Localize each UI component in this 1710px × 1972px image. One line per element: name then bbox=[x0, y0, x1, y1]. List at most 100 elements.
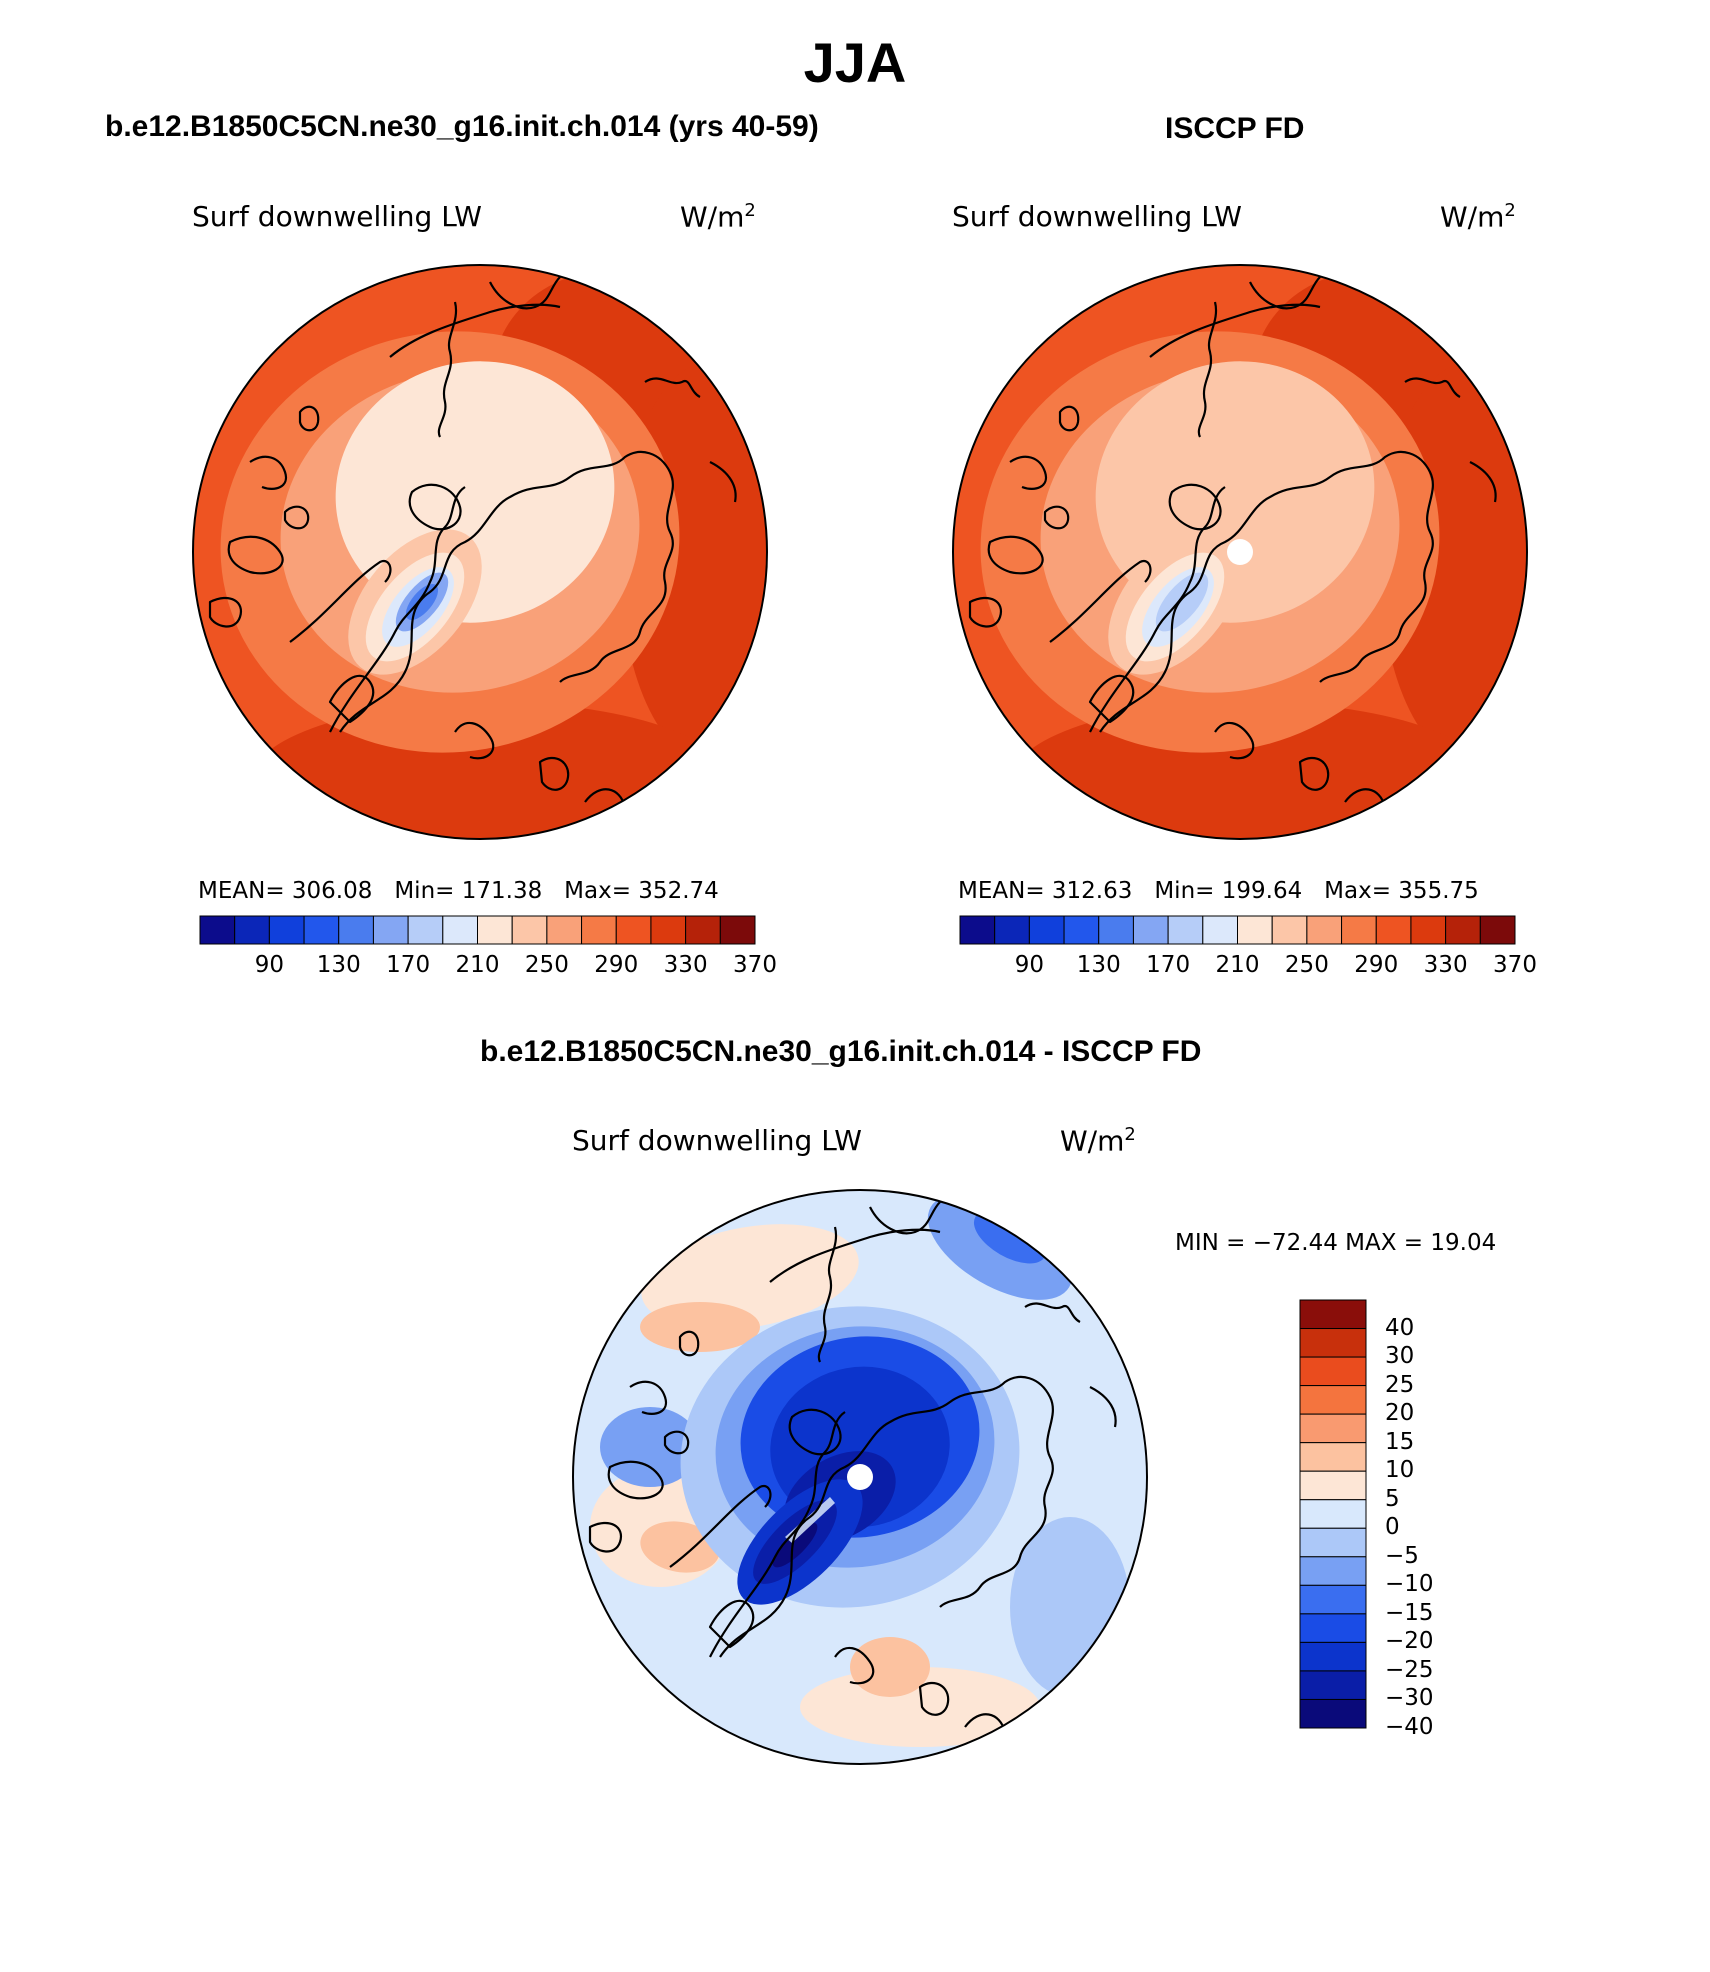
coastline bbox=[678, 1330, 700, 1357]
colorbar-tick-label: −30 bbox=[1385, 1685, 1434, 1712]
colorbar-swatch bbox=[234, 915, 270, 945]
colorbar-swatch bbox=[407, 915, 444, 945]
map-boundary bbox=[952, 264, 1528, 840]
colorbar-tick-label: 290 bbox=[1354, 952, 1399, 978]
coastline bbox=[1469, 461, 1497, 503]
panel-obs-units-label: W/m2 bbox=[1440, 200, 1516, 234]
coastline bbox=[629, 1380, 668, 1415]
colorbar-swatch bbox=[1299, 1385, 1367, 1415]
colorbar-swatch bbox=[1299, 1584, 1367, 1615]
coastline bbox=[1214, 721, 1255, 760]
panel-obs-colorbar-ticks: 90 130 170 210 250 290 330 370 bbox=[960, 952, 1537, 982]
coastline bbox=[968, 596, 1003, 628]
colorbar-tick-label: 330 bbox=[1423, 952, 1468, 978]
map-field bbox=[573, 1190, 1147, 1764]
colorbar-swatch bbox=[994, 915, 1030, 945]
colorbar-swatch bbox=[959, 915, 996, 945]
colorbar-tick-label: −20 bbox=[1385, 1628, 1434, 1655]
colorbar-swatch bbox=[1202, 915, 1238, 945]
colorbar-swatch bbox=[1167, 915, 1204, 945]
colorbar-swatch bbox=[1299, 1442, 1367, 1472]
colorbar-swatch bbox=[546, 915, 583, 945]
coastline bbox=[1404, 377, 1461, 398]
colorbar-swatch bbox=[1299, 1470, 1367, 1501]
coastline bbox=[289, 559, 392, 643]
panel-diff-variable-label: Surf downwelling LW bbox=[572, 1124, 862, 1157]
colorbar-swatch bbox=[1098, 915, 1134, 945]
colorbar-swatch bbox=[1237, 915, 1273, 945]
coastlines bbox=[588, 1201, 1117, 1755]
colorbar-tick-label: 0 bbox=[1385, 1514, 1400, 1541]
panel-model-units-label: W/m2 bbox=[680, 200, 756, 234]
coastline bbox=[1149, 303, 1321, 358]
panel-obs-colorbar bbox=[959, 915, 1516, 945]
coastline bbox=[987, 535, 1044, 575]
contour-region bbox=[600, 1407, 700, 1487]
colorbar-swatch bbox=[338, 915, 374, 945]
min-value: 199.64 bbox=[1221, 878, 1303, 904]
coastline bbox=[1249, 276, 1321, 310]
mean-label: MEAN= bbox=[958, 878, 1045, 904]
coastline bbox=[769, 1228, 941, 1283]
contour-region bbox=[772, 1522, 818, 1568]
coastline bbox=[834, 1646, 875, 1685]
coastline bbox=[489, 276, 561, 310]
colorbar-swatch bbox=[1028, 915, 1065, 945]
colorbar-tick-label: 250 bbox=[1284, 952, 1329, 978]
colorbar-swatch bbox=[442, 915, 478, 945]
panel-diff-colorbar bbox=[1299, 1299, 1367, 1729]
coastline bbox=[389, 303, 561, 358]
colorbar-tick-label: −40 bbox=[1385, 1714, 1434, 1740]
colorbar-swatch bbox=[477, 915, 513, 945]
panel-diff-units-label: W/m2 bbox=[1060, 1124, 1136, 1158]
colorbar-swatch bbox=[268, 915, 305, 945]
coastline bbox=[869, 1201, 941, 1235]
coastline bbox=[1197, 301, 1218, 438]
colorbar-swatch bbox=[511, 915, 548, 945]
panel-model-map bbox=[192, 264, 768, 840]
colorbar-swatch bbox=[650, 915, 687, 945]
coastline bbox=[1049, 559, 1152, 643]
colorbar-swatch bbox=[1375, 915, 1412, 945]
min-value: 171.38 bbox=[461, 878, 543, 904]
colorbar-swatch bbox=[1306, 915, 1343, 945]
colorbar-tick-label: 130 bbox=[1076, 952, 1121, 978]
colorbar-tick-label: −15 bbox=[1385, 1599, 1434, 1626]
coastline bbox=[918, 1681, 950, 1716]
colorbar-tick-label: 330 bbox=[663, 952, 708, 978]
max-label: Max= bbox=[564, 878, 631, 904]
colorbar-tick-label: 170 bbox=[386, 952, 431, 978]
colorbar-swatch bbox=[1479, 915, 1516, 945]
coastline bbox=[328, 674, 375, 724]
colorbar-tick-label: 250 bbox=[524, 952, 569, 978]
coastline bbox=[663, 1430, 690, 1455]
mean-value: 312.63 bbox=[1051, 878, 1133, 904]
panel-obs-map bbox=[952, 264, 1528, 840]
panel-obs-heading: ISCCP FD bbox=[1165, 112, 1305, 145]
panel-obs-stats: MEAN= 312.63 Min= 199.64 Max= 355.75 bbox=[958, 878, 1479, 904]
colorbar-swatch bbox=[1299, 1499, 1367, 1529]
pole-hole bbox=[847, 1464, 873, 1490]
contour-region bbox=[640, 1302, 760, 1352]
colorbar-swatch bbox=[615, 915, 652, 945]
panel-model-heading: b.e12.B1850C5CN.ne30_g16.init.ch.014 (yr… bbox=[105, 110, 819, 143]
colorbar-tick-label: 40 bbox=[1385, 1314, 1415, 1341]
map-field bbox=[193, 265, 767, 839]
panel-model-colorbar-ticks: 90 130 170 210 250 290 330 370 bbox=[200, 952, 777, 982]
colorbar-swatch bbox=[1299, 1413, 1367, 1444]
colorbar-swatch bbox=[1063, 915, 1100, 945]
coastline bbox=[454, 721, 495, 760]
colorbar-swatch bbox=[1299, 1698, 1367, 1729]
colorbar-tick-label: 210 bbox=[455, 952, 500, 978]
coastline bbox=[1024, 1302, 1081, 1323]
coastline bbox=[1168, 483, 1222, 531]
colorbar-tick-label: 90 bbox=[1014, 952, 1045, 978]
panel-model-colorbar bbox=[199, 915, 756, 945]
colorbar-swatch bbox=[372, 915, 409, 945]
coastline bbox=[709, 1411, 846, 1658]
colorbar-swatch bbox=[1299, 1556, 1367, 1586]
colorbar-swatch bbox=[1271, 915, 1308, 945]
colorbar-swatch bbox=[1132, 915, 1169, 945]
coastline bbox=[588, 1521, 623, 1553]
coastline bbox=[817, 1226, 838, 1363]
